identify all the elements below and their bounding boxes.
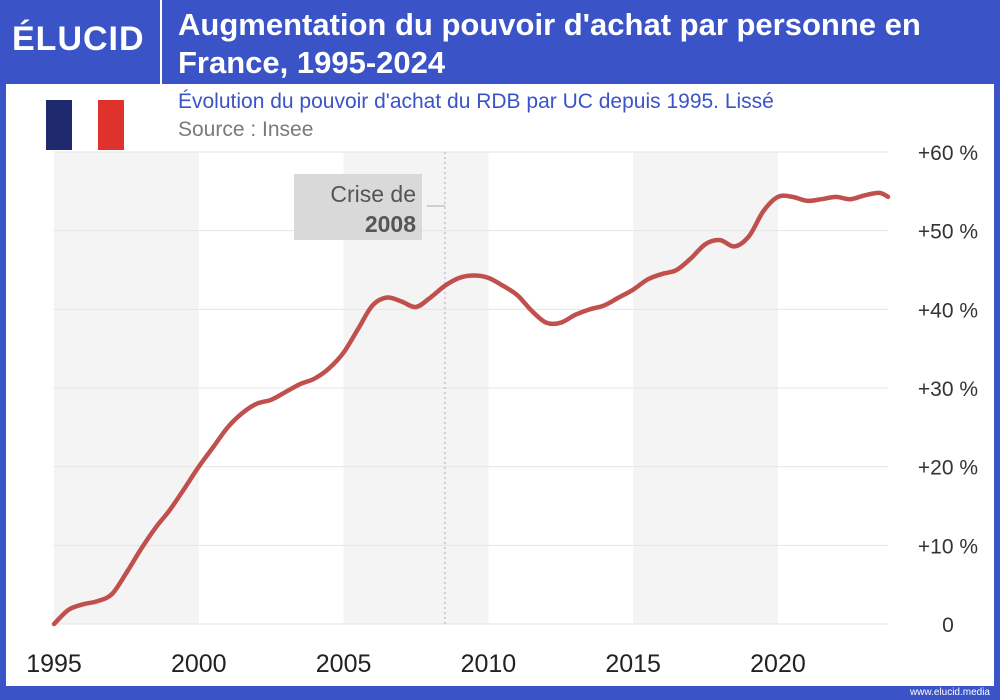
y-tick-label: +50 % (918, 221, 978, 244)
x-tick-label: 2015 (605, 650, 661, 678)
y-tick-label: +40 % (918, 299, 978, 322)
line-chart: 0 +10 % +20 % +30 % +40 % +50 % +60 % 1995 2000 2… (26, 142, 978, 678)
x-tick-label: 1995 (26, 650, 82, 678)
flag-stripe-white (72, 100, 98, 150)
page-title: Augmentation du pouvoir d'achat par pers… (178, 7, 921, 80)
x-tick-label: 2010 (461, 650, 517, 678)
elucid-logo: ÉLUCID (12, 20, 145, 58)
crisis-annotation-box (294, 174, 422, 240)
y-tick-label: +60 % (918, 142, 978, 165)
y-tick-label: +10 % (918, 535, 978, 558)
flag-stripe-red (98, 100, 124, 150)
x-tick-label: 2000 (171, 650, 227, 678)
chart-source: Source : Insee (178, 118, 314, 141)
france-flag-icon (46, 100, 124, 150)
header-divider (160, 0, 162, 84)
y-tick-label: +20 % (918, 457, 978, 480)
crisis-annotation-line1: Crise de (330, 181, 416, 207)
crisis-annotation-line2: 2008 (365, 211, 416, 237)
chart-subtitle: Évolution du pouvoir d'achat du RDB par … (178, 90, 774, 113)
footer-url[interactable]: www.elucid.media (909, 687, 990, 698)
header: ÉLUCID Augmentation du pouvoir d'achat p… (0, 0, 1000, 84)
y-tick-label: 0 (942, 614, 954, 637)
x-tick-label: 2020 (750, 650, 806, 678)
chart-panel: Évolution du pouvoir d'achat du RDB par … (6, 84, 994, 686)
flag-stripe-blue (46, 100, 72, 150)
y-tick-label: +30 % (918, 378, 978, 401)
x-tick-label: 2005 (316, 650, 372, 678)
series-line (51, 190, 891, 627)
